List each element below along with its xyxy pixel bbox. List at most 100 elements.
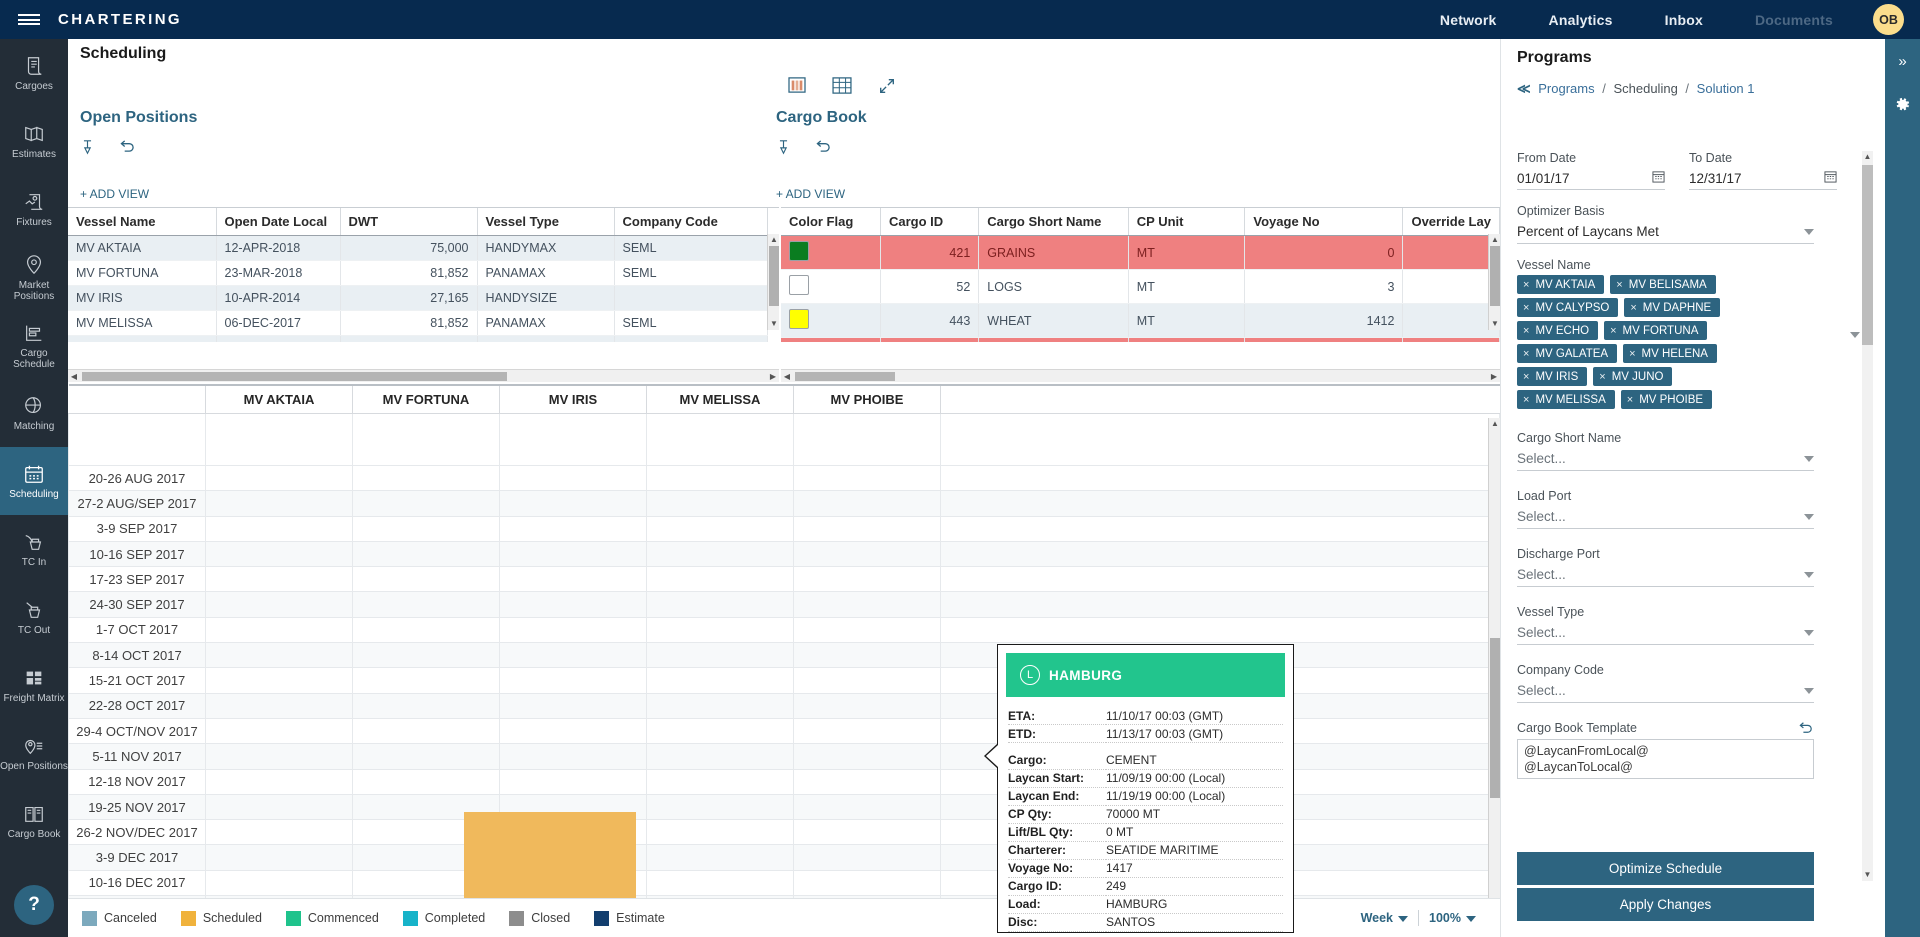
gantt-cell[interactable] <box>646 566 794 593</box>
gantt-cell[interactable] <box>352 616 500 644</box>
gantt-cell[interactable] <box>793 540 941 568</box>
vessel-chip[interactable]: × MV ECHO <box>1517 321 1599 340</box>
gantt-cell[interactable] <box>793 591 941 618</box>
col-vessel-type[interactable]: Vessel Type <box>477 208 615 236</box>
vessel-chip[interactable]: × MV BELISAMA <box>1610 275 1716 294</box>
col-vessel-name[interactable]: Vessel Name <box>68 208 217 236</box>
scroll-right-arrow[interactable]: ▶ <box>769 372 777 381</box>
vessel-chip[interactable]: × MV AKTAIA <box>1517 275 1605 294</box>
gantt-cell[interactable] <box>646 793 794 821</box>
gantt-cell[interactable] <box>499 540 647 568</box>
gantt-cell[interactable] <box>646 490 794 517</box>
table-row[interactable]: 52 LOGS MT 3 <box>781 269 1500 304</box>
gantt-cell[interactable] <box>499 464 647 492</box>
chip-remove-icon[interactable]: × <box>1629 347 1636 360</box>
gantt-cell[interactable] <box>205 869 353 897</box>
gantt-cell[interactable] <box>499 768 647 795</box>
gantt-cell[interactable] <box>646 717 794 745</box>
gantt-cell[interactable] <box>352 743 500 770</box>
gantt-row[interactable]: 3-9 SEP 2017 <box>68 515 1500 542</box>
gantt-cell[interactable] <box>205 616 353 644</box>
table-row[interactable]: 432 COAL MT 0 <box>781 337 1500 342</box>
scroll-down-arrow[interactable]: ▼ <box>1491 319 1499 328</box>
scroll-up-arrow[interactable]: ▲ <box>770 235 778 244</box>
gantt-cell[interactable] <box>352 717 500 745</box>
scrollbar-thumb[interactable] <box>795 372 895 381</box>
col-voyage-no[interactable]: Voyage No <box>1244 208 1404 236</box>
load-port-select[interactable]: Select... <box>1517 506 1814 529</box>
gantt-cell[interactable] <box>793 768 941 795</box>
col-cp-unit[interactable]: CP Unit <box>1128 208 1246 236</box>
gantt-cell[interactable] <box>499 642 647 669</box>
gantt-row[interactable]: 17-23 SEP 2017 <box>68 566 1500 593</box>
discharge-port-select[interactable]: Select... <box>1517 564 1814 587</box>
gantt-cell[interactable] <box>352 768 500 795</box>
gantt-cell[interactable] <box>793 464 941 492</box>
gantt-cell[interactable] <box>352 591 500 618</box>
sidebar-item-cargo-schedule[interactable]: Cargo Schedule <box>0 311 68 379</box>
sidebar-item-freight-matrix[interactable]: Freight Matrix <box>0 651 68 719</box>
gantt-cell[interactable] <box>205 464 353 492</box>
sidebar-item-matching[interactable]: Matching <box>0 379 68 447</box>
gantt-cell[interactable] <box>499 743 647 770</box>
vessel-chip[interactable]: × MV GALATEA <box>1517 344 1618 363</box>
chip-remove-icon[interactable]: × <box>1630 301 1637 314</box>
breadcrumb-back-icon[interactable]: ≪ <box>1517 81 1531 96</box>
scrollbar-thumb[interactable] <box>769 246 779 306</box>
reset-template-icon[interactable] <box>1798 721 1814 737</box>
apply-changes-button[interactable]: Apply Changes <box>1517 888 1814 921</box>
cargo-book-add-view[interactable]: + ADD VIEW <box>776 187 846 201</box>
gantt-cell[interactable] <box>499 591 647 618</box>
gantt-cell[interactable] <box>793 515 941 542</box>
gantt-cell[interactable] <box>646 667 794 694</box>
col-override-lay[interactable]: Override Lay <box>1402 208 1500 236</box>
table-row[interactable]: 443 WHEAT MT 1412 <box>781 303 1500 338</box>
chip-remove-icon[interactable]: × <box>1523 324 1530 337</box>
scrollbar-thumb[interactable] <box>1490 638 1500 798</box>
gantt-cell[interactable] <box>352 464 500 492</box>
chip-remove-icon[interactable]: × <box>1523 301 1530 314</box>
user-avatar[interactable]: OB <box>1873 4 1904 35</box>
gantt-cell[interactable] <box>205 844 353 871</box>
gantt-cell[interactable] <box>646 591 794 618</box>
col-company-code[interactable]: Company Code <box>614 208 768 236</box>
gantt-row[interactable]: 20-26 AUG 2017 <box>68 464 1500 492</box>
nav-item-documents[interactable]: Documents <box>1754 11 1833 28</box>
gantt-cell[interactable] <box>646 819 794 846</box>
gantt-cell[interactable] <box>352 540 500 568</box>
optimizer-basis-select[interactable]: Percent of Laycans Met <box>1517 221 1814 244</box>
chip-remove-icon[interactable]: × <box>1616 278 1623 291</box>
chevron-down-icon[interactable] <box>1850 332 1860 338</box>
gantt-cell[interactable] <box>940 490 1500 517</box>
expand-icon[interactable] <box>878 77 896 98</box>
gantt-cell[interactable] <box>793 692 941 719</box>
gantt-cell[interactable] <box>940 566 1500 593</box>
pin-column-icon[interactable] <box>80 139 95 158</box>
col-cargo-short-name[interactable]: Cargo Short Name <box>978 208 1129 236</box>
gantt-cell[interactable] <box>205 642 353 669</box>
programs-vertical-scrollbar[interactable]: ▲ ▼ <box>1862 151 1873 881</box>
columns-chart-icon[interactable] <box>788 77 806 98</box>
open-positions-horizontal-scrollbar[interactable]: ◀ ▶ <box>68 369 779 382</box>
gantt-cell[interactable] <box>646 616 794 644</box>
gantt-cell[interactable] <box>499 566 647 593</box>
sidebar-item-fixtures[interactable]: Fixtures <box>0 175 68 243</box>
col-cargo-id[interactable]: Cargo ID <box>880 208 980 236</box>
vessel-chip[interactable]: × MV JUNO <box>1593 367 1673 386</box>
vessel-chip[interactable]: × MV PHOIBE <box>1620 390 1713 409</box>
gantt-cell[interactable] <box>205 743 353 770</box>
scroll-up-arrow[interactable]: ▲ <box>1863 152 1872 161</box>
col-open-date-local[interactable]: Open Date Local <box>216 208 341 236</box>
breadcrumb-solution[interactable]: Solution 1 <box>1696 81 1755 96</box>
gantt-cell[interactable] <box>940 464 1500 492</box>
scrollbar-thumb[interactable] <box>82 372 507 381</box>
hamburger-menu-icon[interactable] <box>0 0 58 39</box>
sidebar-item-estimates[interactable]: Estimates <box>0 107 68 175</box>
vessel-type-select[interactable]: Select... <box>1517 622 1814 645</box>
gantt-cell[interactable] <box>793 566 941 593</box>
gantt-cell[interactable] <box>205 591 353 618</box>
gantt-cell[interactable] <box>205 490 353 517</box>
gantt-cell[interactable] <box>205 819 353 846</box>
cargo-book-template-input[interactable]: @LaycanFromLocal@ @LaycanToLocal@ <box>1517 739 1814 779</box>
sidebar-item-cargo-book[interactable]: Cargo Book <box>0 787 68 855</box>
